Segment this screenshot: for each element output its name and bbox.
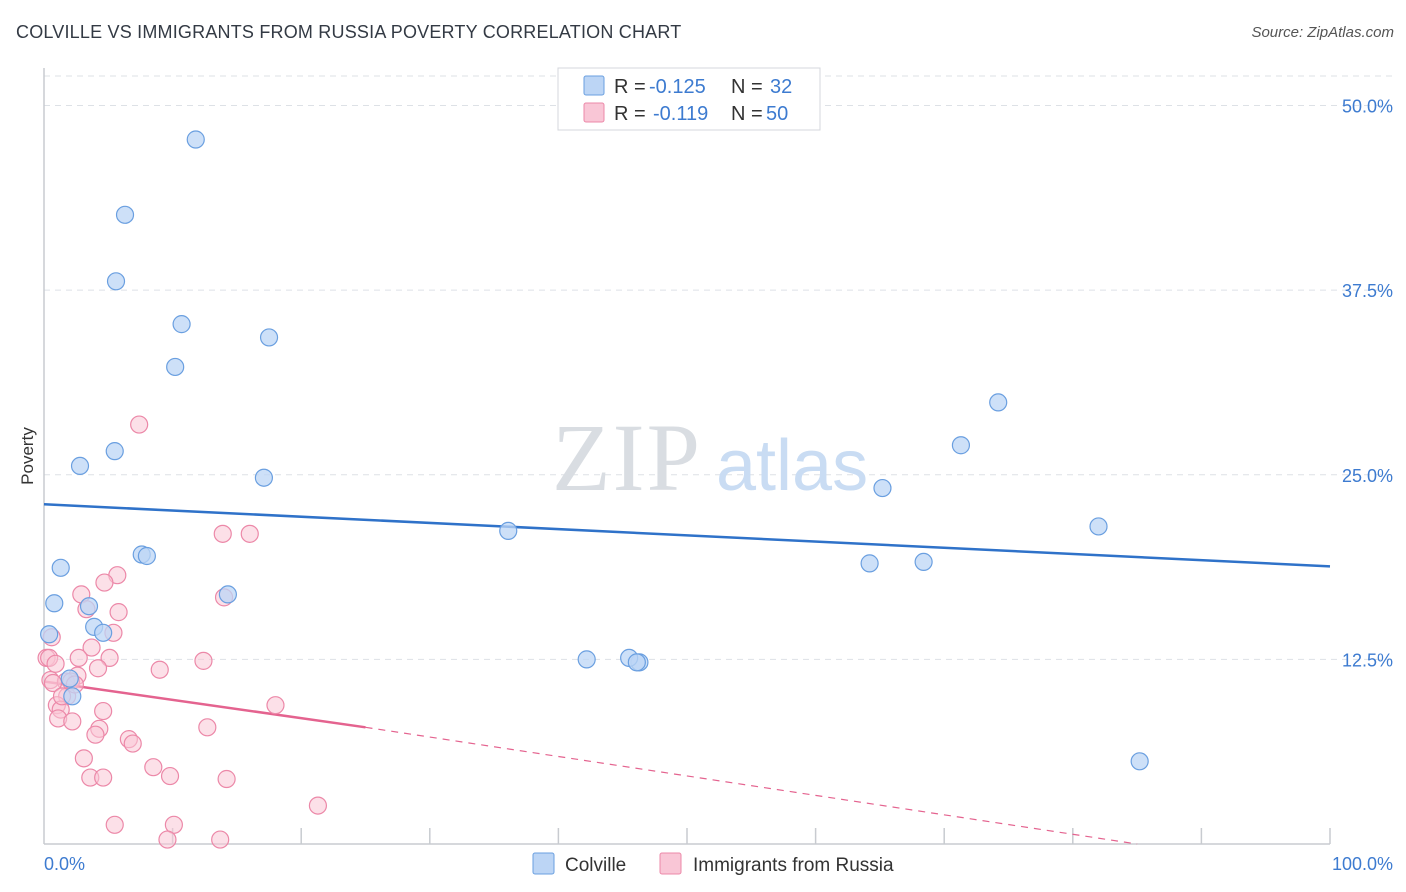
- y-tick-label: 50.0%: [1342, 97, 1393, 117]
- data-point-colville: [873, 478, 892, 498]
- data-point-russia: [213, 524, 232, 543]
- data-point-colville: [259, 328, 279, 347]
- legend-n-value-russia: 50: [766, 103, 788, 125]
- bottom-legend-label-russia: Immigrants from Russia: [693, 855, 894, 876]
- legend-n-value-colville: 32: [770, 76, 792, 98]
- data-point-colville: [45, 594, 64, 613]
- data-point-colville: [51, 558, 70, 577]
- data-point-russia: [198, 718, 217, 737]
- x-tick-label: 0.0%: [44, 854, 85, 874]
- data-point-russia: [266, 696, 285, 715]
- data-point-colville: [94, 623, 113, 642]
- data-point-colville: [951, 436, 971, 455]
- chart-title: COLVILLE VS IMMIGRANTS FROM RUSSIA POVER…: [16, 22, 682, 42]
- data-point-colville: [989, 393, 1008, 412]
- data-point-colville: [627, 653, 646, 672]
- data-point-russia: [43, 673, 63, 693]
- series-legend: Colville Immigrants from Russia: [532, 852, 894, 876]
- y-tick-label: 12.5%: [1342, 650, 1393, 670]
- data-point-colville: [166, 357, 185, 377]
- y-tick-label: 25.0%: [1342, 466, 1393, 486]
- data-point-colville: [577, 650, 596, 669]
- data-point-colville: [1130, 752, 1149, 771]
- data-point-russia: [94, 701, 113, 721]
- data-point-russia: [74, 749, 93, 768]
- data-point-russia: [46, 654, 65, 673]
- x-tick-labels: 0.0% 100.0%: [44, 854, 1393, 874]
- data-point-colville: [137, 546, 156, 566]
- legend-r-label-colville: R =: [614, 76, 646, 98]
- data-point-colville: [60, 669, 79, 688]
- data-point-colville: [860, 554, 879, 573]
- watermark-zip: ZIP: [552, 404, 702, 511]
- data-point-russia: [150, 660, 169, 679]
- data-point-russia: [109, 603, 128, 622]
- data-point-russia: [240, 524, 259, 543]
- data-point-russia: [86, 725, 105, 744]
- trend-line-russia: [43, 680, 366, 729]
- data-point-colville: [172, 315, 191, 334]
- data-point-russia: [69, 648, 88, 668]
- data-point-colville: [105, 442, 124, 461]
- data-point-russia: [82, 638, 101, 657]
- data-point-russia: [105, 815, 124, 834]
- bottom-legend-swatch-colville: [532, 852, 555, 875]
- legend-n-label-russia: N =: [731, 103, 763, 125]
- data-point-russia: [194, 651, 213, 670]
- data-point-russia: [130, 415, 149, 434]
- data-point-russia: [160, 766, 180, 786]
- trend-line-colville: [43, 503, 1331, 568]
- bottom-legend-swatch-russia: [659, 852, 682, 875]
- data-point-russia: [123, 734, 142, 753]
- data-point-colville: [40, 625, 59, 644]
- data-point-russia: [217, 769, 236, 789]
- grid-layer: [44, 75, 1394, 660]
- legend-swatch-russia: [583, 102, 605, 123]
- data-point-russia: [94, 768, 113, 787]
- data-point-russia: [158, 830, 177, 849]
- stats-legend: R = -0.125 N = 32 R = -0.119 N = 50: [557, 67, 821, 131]
- data-point-colville: [115, 205, 135, 224]
- data-point-russia: [100, 648, 119, 668]
- data-point-colville: [1089, 517, 1108, 536]
- data-point-russia: [88, 659, 108, 678]
- y-tick-labels: 12.5% 25.0% 37.5% 50.0%: [1342, 97, 1393, 671]
- data-point-colville: [254, 468, 274, 487]
- data-point-russia: [144, 758, 163, 777]
- points-immigrants-from-russia: [37, 415, 328, 849]
- legend-n-label-colville: N =: [731, 76, 763, 98]
- data-point-russia: [63, 712, 82, 731]
- source-label: Source: ZipAtlas.com: [1251, 24, 1394, 41]
- legend-swatch-colville: [583, 75, 605, 96]
- data-point-colville: [218, 585, 237, 604]
- x-ticks: [171, 828, 1331, 844]
- trend-line-russia-extrapolated: [365, 726, 1138, 845]
- legend-r-label-russia: R =: [614, 103, 646, 125]
- data-point-colville: [70, 456, 90, 476]
- data-point-colville: [186, 130, 205, 149]
- y-tick-label: 37.5%: [1342, 281, 1393, 301]
- legend-r-value-russia: -0.119: [653, 103, 708, 125]
- data-point-colville: [79, 597, 99, 616]
- points-colville: [40, 130, 1149, 771]
- y-axis-label: Poverty: [18, 427, 37, 485]
- legend-r-value-colville: -0.125: [649, 76, 706, 98]
- data-point-colville: [63, 687, 82, 706]
- bottom-legend-label-colville: Colville: [565, 855, 626, 876]
- data-point-colville: [499, 521, 518, 540]
- data-point-colville: [914, 552, 933, 572]
- trend-layer: [43, 503, 1331, 845]
- data-point-colville: [106, 272, 126, 291]
- watermark-atlas: atlas: [716, 426, 868, 506]
- data-point-russia: [308, 796, 328, 815]
- data-point-russia: [95, 573, 114, 592]
- x-tick-label: 100.0%: [1332, 854, 1393, 874]
- data-point-russia: [211, 830, 230, 849]
